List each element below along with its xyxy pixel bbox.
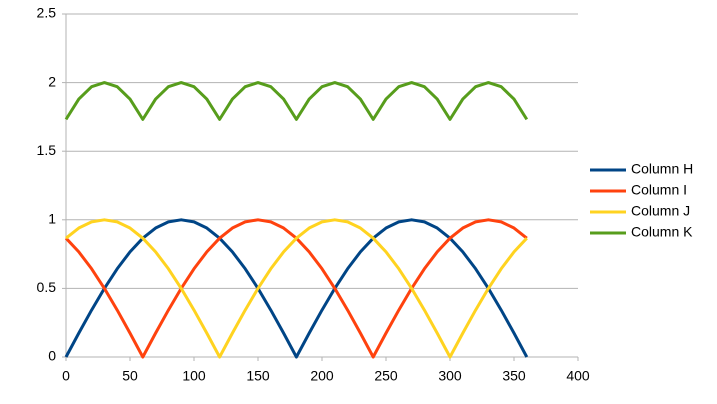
y-tick-label: 1.5 — [37, 142, 57, 158]
y-tick-label: 0.5 — [37, 279, 57, 295]
x-tick-label: 50 — [122, 368, 138, 384]
x-tick-label: 400 — [566, 368, 590, 384]
x-tick-label: 0 — [62, 368, 70, 384]
legend-label: Column I — [631, 182, 687, 198]
x-tick-label: 150 — [246, 368, 270, 384]
legend-label: Column H — [631, 161, 693, 177]
series-line — [65, 218, 528, 359]
x-tick-label: 300 — [438, 368, 462, 384]
x-tick-label: 200 — [310, 368, 334, 384]
legend-label: Column J — [631, 203, 690, 219]
series-line — [64, 81, 529, 121]
y-tick-label: 2.5 — [37, 5, 57, 21]
x-tick-label: 100 — [182, 368, 206, 384]
x-tick-label: 350 — [502, 368, 526, 384]
y-tick-label: 1 — [48, 211, 56, 227]
x-tick-label: 250 — [374, 368, 398, 384]
y-tick-label: 2 — [48, 73, 56, 89]
y-tick-label: 0 — [48, 348, 56, 364]
legend-label: Column K — [631, 224, 693, 240]
